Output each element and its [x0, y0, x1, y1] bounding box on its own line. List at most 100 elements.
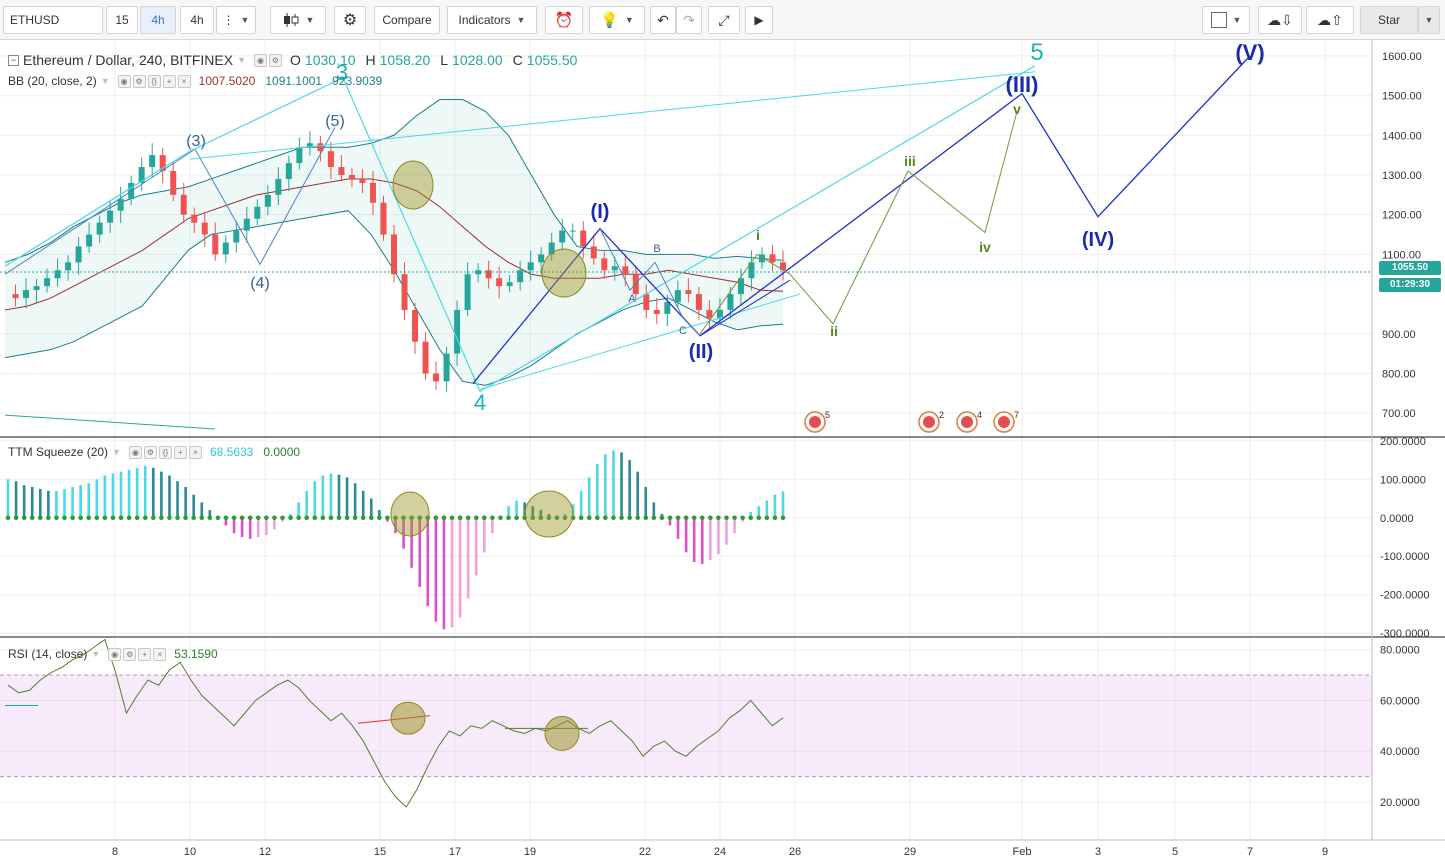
ttm-bar — [474, 517, 478, 576]
star-dropdown-button[interactable]: ▼ — [1418, 6, 1440, 34]
star-button[interactable]: Star — [1360, 6, 1418, 34]
squeeze-dot — [13, 515, 19, 521]
bb-lower-value: 923.9039 — [332, 74, 383, 88]
candle-body — [264, 194, 271, 207]
candle-body — [517, 270, 524, 283]
candle-body — [23, 290, 30, 299]
interval-dropdown[interactable]: 4h — [180, 6, 214, 34]
gear-icon[interactable]: ⚙ — [132, 74, 146, 88]
more-intervals-button[interactable]: ⋮ ▼ — [216, 6, 256, 34]
candle-body — [327, 151, 334, 168]
squeeze-dot — [635, 515, 640, 521]
close-icon[interactable]: × — [177, 74, 191, 88]
candle-body — [611, 266, 618, 271]
squeeze-dot — [255, 515, 261, 521]
candle-body — [580, 230, 587, 247]
ttm-bar — [700, 517, 704, 564]
gear-icon[interactable]: ⚙ — [143, 445, 157, 459]
chart-svg[interactable]: 1600.00 1500.00 1400.00 1300.00 1200.00 1100.… — [0, 40, 1445, 861]
candle-body — [170, 171, 177, 195]
event-marker-count: 5 — [825, 410, 830, 420]
source-icon[interactable]: {} — [158, 445, 172, 459]
chart-area[interactable]: 1600.00 1500.00 1400.00 1300.00 1200.00 1100.… — [0, 40, 1445, 861]
ttm-bar — [313, 481, 317, 518]
squeeze-dot — [151, 515, 156, 521]
candle-body — [559, 230, 566, 243]
wave-label: (3) — [186, 133, 206, 150]
bb-legend: BB (20, close, 2) ▼ ◉ ⚙{} + × 1007.5020 109… — [8, 74, 382, 88]
ttm-bar — [709, 517, 712, 561]
ttm-bar — [483, 517, 486, 553]
settings-button[interactable]: ⚙ — [334, 6, 366, 34]
gear-icon[interactable]: ⚙ — [269, 53, 283, 67]
ttm-bar — [152, 467, 155, 518]
load-layout-button[interactable]: ☁⇩ — [1258, 6, 1302, 34]
undo-button[interactable]: ↶ — [650, 6, 676, 34]
interval-15-button[interactable]: 15 — [106, 6, 138, 34]
squeeze-dot — [37, 515, 43, 521]
plus-icon[interactable]: + — [162, 74, 176, 88]
squeeze-dot — [94, 515, 100, 521]
alert-button[interactable]: ⏰ — [545, 6, 583, 34]
low-value: 1028.00 — [452, 52, 503, 68]
compare-button[interactable]: Compare — [374, 6, 440, 34]
ttm-bar — [168, 475, 171, 518]
replay-button[interactable]: ▶ — [745, 6, 773, 34]
ttm-bar — [491, 517, 494, 534]
symbol-search-input[interactable]: ETHUSD — [3, 6, 103, 34]
candle-body — [222, 242, 229, 255]
legend-dropdown-icon[interactable]: ▼ — [112, 447, 121, 457]
source-icon[interactable]: {} — [147, 74, 161, 88]
ttm-bar — [531, 506, 535, 518]
plus-icon[interactable]: + — [138, 647, 152, 661]
rsi-legend: RSI (14, close) ▼ ◉ ⚙ + × 53.1590 — [8, 647, 218, 661]
squeeze-dot — [312, 515, 318, 521]
interval-4h-label: 4h — [151, 13, 165, 27]
candle-body — [569, 230, 576, 232]
legend-dropdown-icon[interactable]: ▼ — [237, 55, 247, 65]
candle-body — [485, 270, 492, 279]
ttm-bar — [119, 471, 123, 518]
redo-button[interactable]: ↷ — [676, 6, 702, 34]
eye-icon[interactable]: ◉ — [128, 445, 142, 459]
ttm-value-2: 0.0000 — [263, 445, 301, 459]
plus-icon[interactable]: + — [173, 445, 187, 459]
close-icon[interactable]: × — [153, 647, 167, 661]
close-value: 1055.50 — [526, 52, 578, 68]
legend-dropdown-icon[interactable]: ▼ — [100, 76, 110, 86]
wave-label: iii — [904, 153, 916, 169]
candle-body — [296, 147, 303, 164]
wave-label: (V) — [1235, 40, 1264, 65]
wave-label: (5) — [325, 113, 345, 130]
bb-upper-value: 1091.1001 — [265, 74, 323, 88]
eye-icon[interactable]: ◉ — [117, 74, 131, 88]
save-layout-button[interactable]: ☁⇧ — [1306, 6, 1354, 34]
gear-icon[interactable]: ⚙ — [123, 647, 137, 661]
ttm-bar — [652, 502, 656, 518]
eye-icon[interactable]: ◉ — [108, 647, 122, 661]
event-marker-flag — [961, 416, 973, 428]
indicators-button[interactable]: Indicators ▼ — [447, 6, 537, 34]
ttm-bar — [523, 502, 526, 518]
time-tick-label: 12 — [259, 846, 271, 858]
highlight-ellipse — [524, 490, 574, 538]
collapse-icon[interactable]: − — [8, 54, 19, 66]
squeeze-dot — [360, 515, 366, 521]
fullscreen-button[interactable]: ⤢ — [708, 6, 740, 34]
event-marker-count: 7 — [1014, 410, 1019, 420]
candle-body — [138, 167, 145, 183]
squeeze-dot — [716, 515, 721, 521]
legend-dropdown-icon[interactable]: ▼ — [91, 649, 101, 659]
eye-icon[interactable]: ◉ — [254, 53, 268, 67]
squeeze-dot — [142, 515, 148, 521]
close-icon[interactable]: × — [188, 445, 202, 459]
chart-style-button[interactable]: ▼ — [270, 6, 326, 34]
ideas-button[interactable]: 💡 ▼ — [589, 6, 645, 34]
ttm-bar — [273, 517, 276, 530]
main-legend: − Ethereum / Dollar, 240, BITFINEX ▼ ◉ ⚙ … — [8, 52, 577, 68]
squeeze-dot — [578, 515, 584, 521]
layout-button[interactable]: ▼ — [1202, 6, 1250, 34]
rsi-tick-label: 40.0000 — [1380, 746, 1420, 758]
ttm-bar — [22, 485, 26, 518]
interval-4h-button[interactable]: 4h — [140, 6, 176, 34]
